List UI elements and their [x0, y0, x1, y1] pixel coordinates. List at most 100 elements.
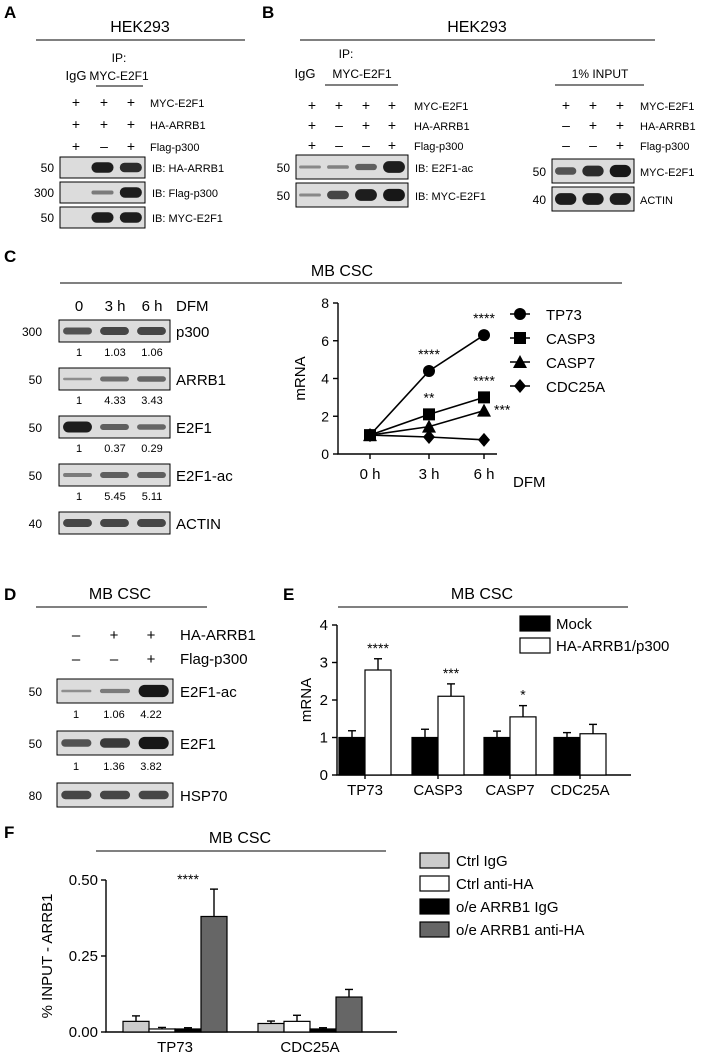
- blot-band: [119, 187, 142, 198]
- sign-b-ip-r2-c3: +: [388, 137, 396, 153]
- blot-band: [100, 327, 129, 335]
- quant-c-1-2: 3.43: [141, 395, 162, 407]
- blot-label-c-0: p300: [176, 324, 209, 341]
- blot-a-0: [59, 156, 146, 179]
- blot-band: [582, 165, 604, 177]
- panel-b: B HEK293 IP: IgG MYC-E2F1 1% INPUT + + + ++…: [262, 3, 696, 212]
- mw-c-4: 40: [29, 517, 43, 531]
- blot-band: [63, 377, 92, 381]
- row-label-a-2: Flag-p300: [150, 142, 200, 154]
- e-ylabel: mRNA: [298, 678, 315, 722]
- row-label-a-1: HA-ARRB1: [150, 120, 206, 132]
- blot-band: [555, 193, 577, 205]
- blot-c-3: [58, 463, 171, 487]
- row-label-a-0: MYC-E2F1: [150, 98, 204, 110]
- c-sig-CASP7-2: ***: [494, 402, 511, 418]
- c-point-CASP7-2: [477, 403, 491, 417]
- e-legend-swatch-1: [519, 637, 551, 654]
- blot-band: [61, 739, 92, 747]
- blot-band: [609, 164, 631, 178]
- panel-b-input-label: 1% INPUT: [572, 67, 629, 81]
- f-bar-o/e ARRB1 anti-HA-CDC25A: [335, 988, 363, 1033]
- c-sig-CASP3-2: ****: [473, 372, 495, 388]
- f-legend-label-0: Ctrl IgG: [456, 853, 508, 870]
- c-legend-label-0: TP73: [546, 307, 582, 324]
- f-bar-rect: [200, 915, 228, 1033]
- blot-band: [137, 327, 166, 335]
- mw-b-in-1: 40: [533, 193, 547, 207]
- c-point-CASP3-2: [478, 391, 490, 404]
- panel-b-igg-label: IgG: [295, 66, 316, 81]
- e-bar-rect: [509, 716, 537, 776]
- sign-a-r2-c2: +: [127, 138, 135, 154]
- blot-band: [63, 421, 92, 433]
- quant-d-0-1: 1.06: [103, 709, 124, 721]
- e-bar-HA-ARRB1/p300-TP73: [364, 658, 392, 776]
- blot-band: [138, 790, 169, 800]
- row-label-d-0: HA-ARRB1: [180, 627, 256, 644]
- quant-c-2-2: 0.29: [141, 443, 162, 455]
- c-point-CASP7-1: [422, 419, 436, 433]
- blot-label-b-in-1: ACTIN: [640, 195, 673, 207]
- time-label-0: 0: [75, 298, 83, 315]
- blot-band: [91, 212, 114, 223]
- mw-a-2: 50: [41, 211, 55, 225]
- f-legend-label-1: Ctrl anti-HA: [456, 876, 534, 893]
- blot-band: [555, 167, 577, 175]
- sign-b-ip-r0-c0: +: [308, 97, 316, 113]
- blot-band: [137, 519, 166, 527]
- c-ytick-label-4: 8: [321, 295, 329, 311]
- f-bar-rect: [122, 1020, 150, 1033]
- blot-c-4: [58, 511, 171, 535]
- sign-b-in-r0-c1: +: [589, 97, 597, 113]
- blot-band: [63, 327, 92, 335]
- f-bar-rect: [257, 1022, 285, 1033]
- blot-band: [327, 165, 349, 169]
- blot-membrane: [59, 181, 146, 204]
- panel-letter-f: F: [4, 823, 14, 842]
- blot-band: [137, 376, 166, 382]
- blot-d-2: [56, 782, 174, 808]
- quant-c-2-1: 0.37: [104, 443, 125, 455]
- sign-a-r0-c1: +: [100, 94, 108, 110]
- blot-label-b-ip-1: IB: MYC-E2F1: [415, 191, 486, 203]
- f-legend-swatch-1: [419, 875, 450, 892]
- blot-label-a-2: IB: MYC-E2F1: [152, 213, 223, 225]
- quant-c-0-1: 1.03: [104, 347, 125, 359]
- blot-label-a-0: IB: HA-ARRB1: [152, 163, 224, 175]
- e-legend-label-1: HA-ARRB1/p300: [556, 638, 669, 655]
- e-bar-rect: [483, 736, 511, 776]
- blot-a-1: [59, 181, 146, 204]
- blot-band: [582, 193, 604, 205]
- panel-b-ip-label: IP:: [339, 47, 354, 61]
- sign-a-r2-c1: –: [100, 138, 108, 154]
- f-bar-rect: [148, 1028, 176, 1033]
- c-xtick-label-1: 3 h: [419, 466, 440, 483]
- f-category-label-1: CDC25A: [280, 1039, 339, 1056]
- mw-d-1: 50: [29, 737, 43, 751]
- panel-letter-d: D: [4, 585, 16, 604]
- panel-a-cell-line: HEK293: [110, 19, 170, 36]
- panel-b-blots: 50 IB: E2F1-ac 50 IB: MYC-E2F1 50 MYC-E2F1 40 A…: [277, 154, 694, 212]
- time-label-2: 6 h: [142, 298, 163, 315]
- c-series-TP73: **** **** TP73: [364, 307, 582, 442]
- panel-f-title: MB CSC: [209, 830, 271, 847]
- blot-label-c-3: E2F1-ac: [176, 468, 233, 485]
- e-ytick-label-0: 0: [320, 767, 328, 784]
- blot-a-2: [59, 206, 146, 229]
- sign-b-in-r0-c0: +: [562, 97, 570, 113]
- sign-b-in-r1-c2: +: [616, 117, 624, 133]
- sign-b-in-r2-c2: +: [616, 137, 624, 153]
- blot-band: [100, 424, 129, 430]
- blot-band: [299, 193, 321, 197]
- sign-b-ip-r2-c0: +: [308, 137, 316, 153]
- e-bar-Mock-CASP7: [483, 730, 511, 776]
- c-ylabel: mRNA: [292, 356, 309, 400]
- panel-f: F MB CSC 0.00 0.25 0.50 % INPUT - ARRB1 TP73…: [4, 823, 584, 1056]
- blot-c-0: [58, 319, 171, 343]
- c-sig-TP73-2: ****: [473, 310, 495, 326]
- blot-c-1: [58, 367, 171, 391]
- quant-c-1-1: 4.33: [104, 395, 125, 407]
- f-bar-Ctrl anti-HA-TP73: [148, 1026, 176, 1033]
